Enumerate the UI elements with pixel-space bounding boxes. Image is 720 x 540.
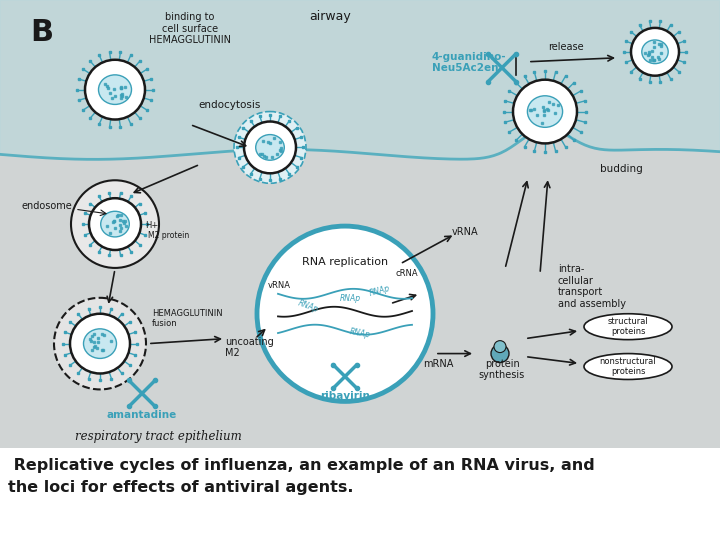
Ellipse shape xyxy=(584,314,672,340)
Circle shape xyxy=(54,298,146,389)
Circle shape xyxy=(89,198,141,250)
Text: structural
proteins: structural proteins xyxy=(608,317,649,336)
Text: cRNA: cRNA xyxy=(395,269,418,278)
Text: vRNA: vRNA xyxy=(452,227,479,237)
Circle shape xyxy=(244,122,296,173)
Text: airway: airway xyxy=(309,10,351,23)
Text: RNAp: RNAp xyxy=(297,299,320,315)
Ellipse shape xyxy=(101,211,130,237)
Polygon shape xyxy=(0,0,720,159)
Text: vRNA: vRNA xyxy=(268,281,291,290)
Text: binding to
cell surface
HEMAGGLUTININ: binding to cell surface HEMAGGLUTININ xyxy=(149,12,231,45)
Ellipse shape xyxy=(527,96,562,127)
Ellipse shape xyxy=(256,134,284,160)
Text: endocytosis: endocytosis xyxy=(199,99,261,110)
Ellipse shape xyxy=(584,354,672,380)
Text: ribavirin: ribavirin xyxy=(320,392,370,401)
Text: release: release xyxy=(548,42,584,52)
Text: Replicative cycles of influenza, an example of an RNA virus, and: Replicative cycles of influenza, an exam… xyxy=(8,458,595,473)
Circle shape xyxy=(513,80,577,144)
Circle shape xyxy=(234,112,306,183)
Text: the loci for effects of antiviral agents.: the loci for effects of antiviral agents… xyxy=(8,480,354,495)
Text: protein
synthesis: protein synthesis xyxy=(479,359,525,380)
Text: B: B xyxy=(30,18,53,47)
Circle shape xyxy=(491,345,509,362)
Circle shape xyxy=(494,341,506,353)
Text: H+: H+ xyxy=(145,221,158,230)
Ellipse shape xyxy=(642,40,668,64)
Text: intra-
cellular
transport
and assembly: intra- cellular transport and assembly xyxy=(558,264,626,309)
Ellipse shape xyxy=(84,329,117,359)
Circle shape xyxy=(631,28,679,76)
Text: RNAp: RNAp xyxy=(348,327,372,340)
Text: RNA replication: RNA replication xyxy=(302,257,388,267)
Circle shape xyxy=(70,314,130,374)
Circle shape xyxy=(71,180,159,268)
Text: mRNA: mRNA xyxy=(423,359,453,369)
Circle shape xyxy=(257,226,433,401)
Text: RNAp: RNAp xyxy=(339,294,361,303)
Text: respiratory tract epithelium: respiratory tract epithelium xyxy=(75,430,242,443)
Text: 4-guanidino-
Neu5Ac2en: 4-guanidino- Neu5Ac2en xyxy=(432,52,507,73)
Text: endosome: endosome xyxy=(22,201,72,211)
Text: RNAp: RNAp xyxy=(369,284,392,298)
Text: HEMAGGLUTININ
fusion: HEMAGGLUTININ fusion xyxy=(152,309,222,328)
Text: M2 protein: M2 protein xyxy=(148,231,189,240)
Text: uncoating
M2: uncoating M2 xyxy=(225,336,274,358)
Circle shape xyxy=(85,60,145,119)
Ellipse shape xyxy=(99,75,132,104)
Text: budding: budding xyxy=(600,164,643,174)
Text: nonstructural
proteins: nonstructural proteins xyxy=(600,357,657,376)
Text: amantadine: amantadine xyxy=(107,410,177,420)
